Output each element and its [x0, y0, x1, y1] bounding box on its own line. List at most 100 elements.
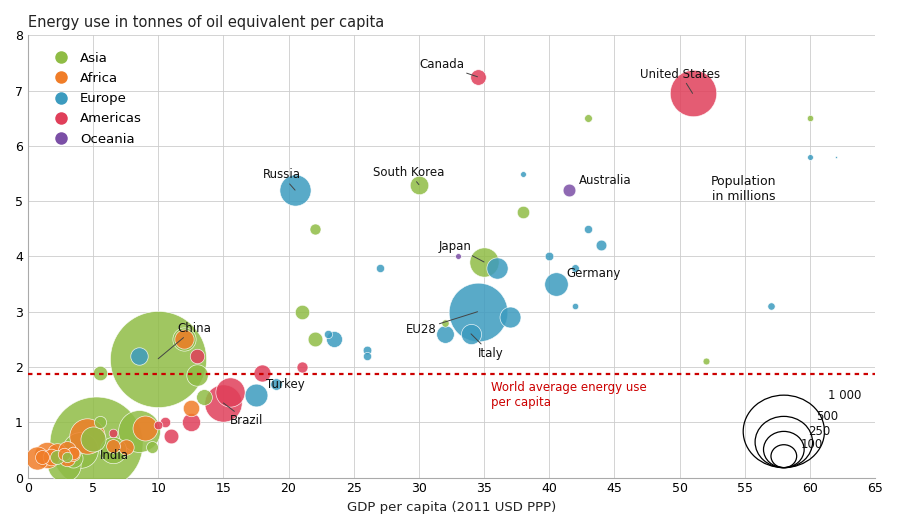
Point — [763, 302, 778, 311]
Point — [151, 354, 165, 363]
X-axis label: GDP per capita (2011 USD PPP): GDP per capita (2011 USD PPP) — [347, 501, 556, 514]
Point — [594, 241, 609, 250]
Point — [516, 208, 531, 216]
Point — [829, 153, 843, 161]
Text: Russia: Russia — [262, 168, 301, 190]
Text: China: China — [158, 322, 212, 359]
Point — [60, 446, 75, 454]
Point — [295, 307, 309, 316]
Point — [307, 335, 321, 344]
Point — [89, 439, 103, 448]
Point — [190, 352, 205, 360]
Point — [66, 450, 81, 459]
Point — [359, 352, 374, 360]
Point — [549, 280, 563, 288]
Point — [359, 346, 374, 354]
Point — [44, 452, 58, 461]
Point — [35, 452, 49, 461]
Point — [373, 263, 387, 272]
Point — [105, 441, 119, 450]
Point — [269, 379, 283, 388]
Point — [177, 335, 191, 344]
Point — [568, 302, 583, 311]
Point — [249, 390, 263, 399]
Point — [685, 89, 700, 98]
Point — [288, 186, 303, 194]
Point — [60, 454, 75, 462]
Text: Japan: Japan — [438, 240, 484, 262]
Text: Canada: Canada — [418, 58, 478, 77]
Point — [471, 72, 485, 81]
Point — [30, 454, 44, 462]
Text: World average energy use
per capita: World average energy use per capita — [490, 381, 647, 409]
Point — [119, 443, 133, 451]
Point — [477, 258, 491, 266]
Point — [516, 169, 531, 178]
Point — [581, 114, 595, 123]
Point — [131, 352, 145, 360]
Point — [197, 393, 211, 402]
Legend: Asia, Africa, Europe, Americas, Oceania: Asia, Africa, Europe, Americas, Oceania — [43, 47, 147, 151]
Text: 1 000: 1 000 — [828, 389, 862, 402]
Point — [307, 225, 321, 233]
Point — [177, 335, 191, 344]
Text: Germany: Germany — [566, 267, 621, 279]
Text: Australia: Australia — [579, 174, 632, 187]
Point — [542, 252, 557, 261]
Point — [131, 426, 145, 435]
Point — [255, 368, 269, 377]
Point — [451, 252, 465, 261]
Point — [92, 368, 107, 377]
Point — [581, 225, 595, 233]
Text: South Korea: South Korea — [374, 166, 445, 185]
Point — [503, 313, 517, 322]
Point — [183, 404, 198, 413]
Point — [164, 432, 179, 440]
Point — [321, 330, 335, 338]
Text: Turkey: Turkey — [267, 378, 305, 391]
Text: Italy: Italy — [471, 334, 503, 360]
Point — [66, 449, 81, 457]
Text: United States: United States — [640, 68, 720, 94]
Text: 250: 250 — [808, 425, 831, 438]
Point — [92, 418, 107, 426]
Point — [49, 449, 64, 457]
Text: 500: 500 — [816, 410, 839, 423]
Point — [79, 432, 93, 440]
Point — [86, 435, 101, 443]
Point — [437, 318, 452, 327]
Point — [561, 186, 576, 194]
Point — [183, 418, 198, 426]
Point — [40, 451, 55, 460]
Point — [223, 388, 237, 396]
Point — [49, 452, 64, 461]
Point — [145, 443, 159, 451]
Point — [151, 421, 165, 430]
Point — [411, 180, 426, 189]
Point — [57, 461, 72, 470]
Point — [803, 153, 817, 161]
Text: EU28: EU28 — [406, 312, 478, 336]
Point — [699, 357, 713, 366]
Text: Brazil: Brazil — [224, 403, 263, 427]
Point — [138, 424, 153, 432]
Text: 100: 100 — [801, 438, 823, 451]
Point — [105, 429, 119, 437]
Text: India: India — [100, 449, 128, 462]
Text: Population
in millions: Population in millions — [711, 176, 777, 203]
Point — [190, 371, 205, 379]
Point — [216, 399, 231, 407]
Point — [60, 452, 75, 461]
Point — [490, 263, 505, 272]
Point — [295, 363, 309, 371]
Point — [464, 330, 479, 338]
Point — [437, 330, 452, 338]
Text: Energy use in tonnes of oil equivalent per capita: Energy use in tonnes of oil equivalent p… — [28, 15, 384, 30]
Point — [105, 446, 119, 454]
Point — [471, 307, 485, 316]
Point — [73, 446, 87, 454]
Point — [803, 114, 817, 123]
Point — [66, 454, 81, 462]
Point — [157, 418, 172, 426]
Point — [57, 450, 72, 459]
